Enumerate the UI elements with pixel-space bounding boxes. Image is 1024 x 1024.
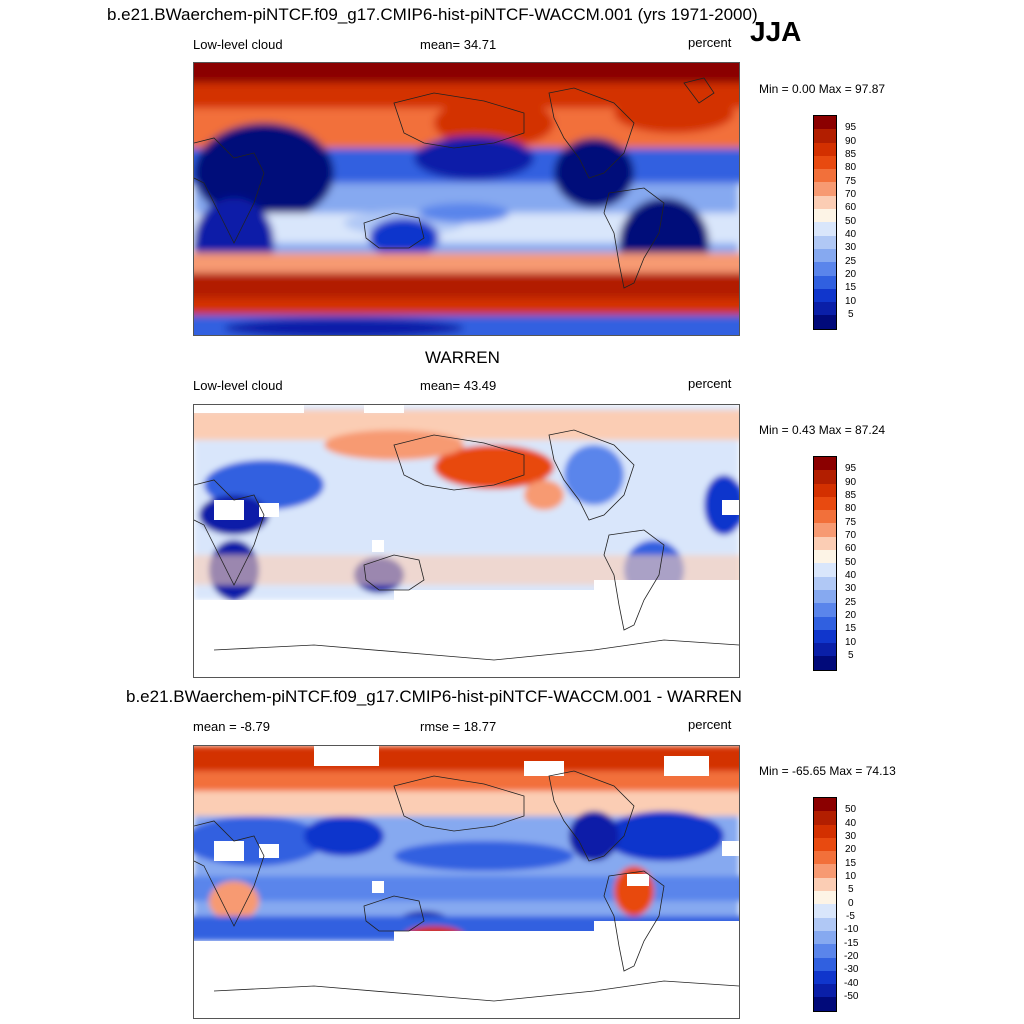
panel2-cb-tick: 50 <box>845 557 857 568</box>
panel3-cb-tick: 15 <box>845 858 857 869</box>
panel2-mean-label: mean= 43.49 <box>420 378 497 393</box>
panel1-cb-tick: 10 <box>845 296 857 307</box>
panel1-cb-tick: 80 <box>845 162 857 173</box>
panel3-title: b.e21.BWaerchem-piNTCF.f09_g17.CMIP6-his… <box>126 687 742 706</box>
panel3-cb-tick: -30 <box>844 964 859 975</box>
panel3-cb-tick: 40 <box>845 818 857 829</box>
panel1-cb-tick: 40 <box>845 229 857 240</box>
panel1-cb-tick: 25 <box>845 256 857 267</box>
panel2-title: WARREN <box>425 348 500 367</box>
panel3-cb-tick: 0 <box>848 898 854 909</box>
panel1-cb-tick: 90 <box>845 136 857 147</box>
figure-title: b.e21.BWaerchem-piNTCF.f09_g17.CMIP6-his… <box>107 5 758 24</box>
panel2-cb-tick: 15 <box>845 623 857 634</box>
panel2-cb-tick: 85 <box>845 490 857 501</box>
panel2-variable-label: Low-level cloud <box>193 378 283 393</box>
panel3-map <box>193 745 740 1019</box>
panel2-cb-tick: 5 <box>848 650 854 661</box>
panel3-cb-tick: -50 <box>844 991 859 1002</box>
panel1-cb-tick: 50 <box>845 216 857 227</box>
panel3-cb-tick: -20 <box>844 951 859 962</box>
panel1-cb-tick: 70 <box>845 189 857 200</box>
panel2-cb-tick: 60 <box>845 543 857 554</box>
panel2-map <box>193 404 740 678</box>
panel3-cb-tick: -5 <box>846 911 855 922</box>
panel3-cb-tick: -15 <box>844 938 859 949</box>
panel1-cb-tick: 5 <box>848 309 854 320</box>
panel1-cb-tick: 30 <box>845 242 857 253</box>
panel3-units-label: percent <box>688 717 732 732</box>
panel3-cb-tick: 5 <box>848 884 854 895</box>
panel1-cb-tick: 75 <box>845 176 857 187</box>
panel3-minmax: Min = -65.65 Max = 74.13 <box>759 764 896 778</box>
panel1-cb-tick: 85 <box>845 149 857 160</box>
panel2-cb-tick: 30 <box>845 583 857 594</box>
panel1-variable-label: Low-level cloud <box>193 37 283 52</box>
panel3-colorbar <box>813 797 837 1012</box>
panel3-cb-tick: -40 <box>844 978 859 989</box>
panel1-minmax: Min = 0.00 Max = 97.87 <box>759 82 886 96</box>
panel1-map <box>193 62 740 336</box>
panel2-colorbar <box>813 456 837 671</box>
panel1-cb-tick: 60 <box>845 202 857 213</box>
panel3-cb-tick: 50 <box>845 804 857 815</box>
season-label: JJA <box>750 16 802 47</box>
panel2-cb-tick: 25 <box>845 597 857 608</box>
panel1-mean-label: mean= 34.71 <box>420 37 497 52</box>
panel1-colorbar <box>813 115 837 330</box>
panel2-cb-tick: 70 <box>845 530 857 541</box>
panel2-cb-tick: 80 <box>845 503 857 514</box>
panel2-cb-tick: 40 <box>845 570 857 581</box>
panel1-cb-tick: 15 <box>845 282 857 293</box>
panel2-minmax: Min = 0.43 Max = 87.24 <box>759 423 886 437</box>
panel2-units-label: percent <box>688 376 732 391</box>
panel3-cb-tick: 30 <box>845 831 857 842</box>
panel1-units-label: percent <box>688 35 732 50</box>
panel2-cb-tick: 20 <box>845 610 857 621</box>
panel3-cb-tick: 10 <box>845 871 857 882</box>
panel2-cb-tick: 10 <box>845 637 857 648</box>
panel3-mean-label: mean = -8.79 <box>193 719 270 734</box>
panel1-cb-tick: 20 <box>845 269 857 280</box>
panel2-cb-tick: 75 <box>845 517 857 528</box>
panel2-cb-tick: 95 <box>845 463 857 474</box>
panel2-cb-tick: 90 <box>845 477 857 488</box>
panel3-cb-tick: 20 <box>845 844 857 855</box>
panel3-rmse-label: rmse = 18.77 <box>420 719 497 734</box>
panel1-cb-tick: 95 <box>845 122 857 133</box>
panel3-cb-tick: -10 <box>844 924 859 935</box>
